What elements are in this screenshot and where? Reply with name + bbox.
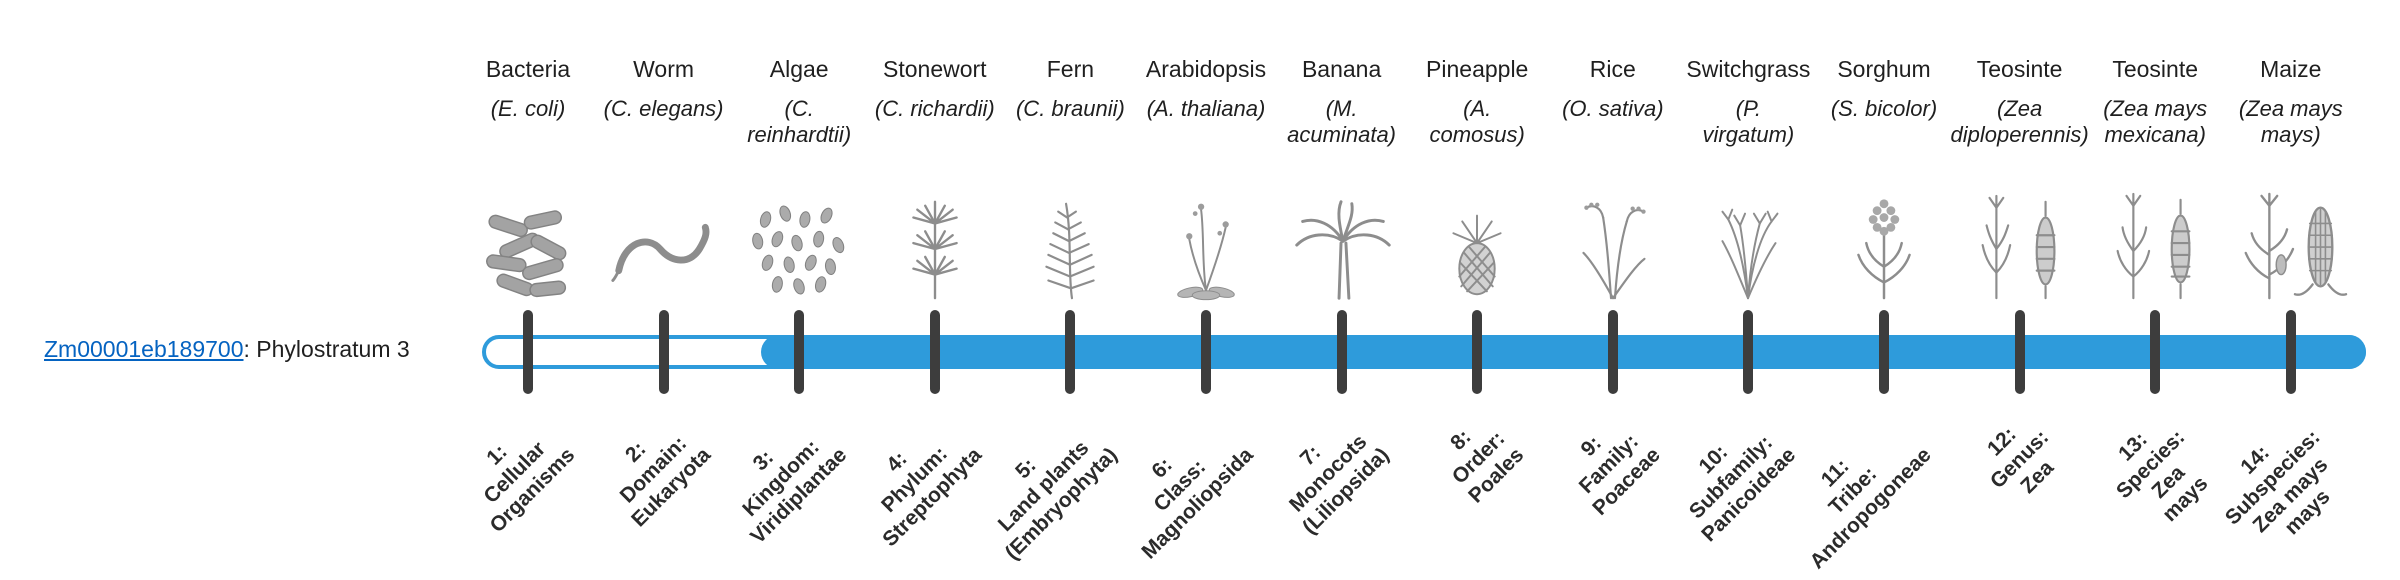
organism-scientific-name: (A. comosus) bbox=[1429, 95, 1525, 147]
stratum-header-3: Algae (C. reinhardtii) bbox=[719, 56, 879, 310]
phylostratum-tick-2 bbox=[658, 310, 669, 394]
organism-common-name: Pineapple bbox=[1426, 56, 1529, 82]
phylostratum-label-1: 1: Cellular Organisms bbox=[479, 437, 580, 537]
organism-scientific-name: (C. richardii) bbox=[874, 95, 995, 121]
phylostratum-tick-4 bbox=[929, 310, 940, 394]
stratum-header-13: Teosinte (Zea mays mexicana) bbox=[2075, 56, 2235, 310]
organism-common-name: Teosinte bbox=[2112, 56, 2199, 82]
phylostratum-tick-12 bbox=[2014, 310, 2025, 394]
organism-common-name: Bacteria bbox=[485, 56, 571, 82]
stratum-header-6: Arabidopsis (A. thaliana) bbox=[1126, 56, 1286, 310]
organism-common-name: Stonewort bbox=[883, 56, 987, 82]
organism-common-name: Fern bbox=[1046, 56, 1095, 82]
algae-icon bbox=[719, 190, 879, 308]
organism-common-name: Teosinte bbox=[1976, 56, 2063, 82]
organism-scientific-name: (M. acuminata) bbox=[1287, 95, 1397, 147]
organism-scientific-name: (E. coli) bbox=[490, 95, 566, 121]
timeline-bar-fill bbox=[761, 335, 2366, 369]
organism-scientific-name: (Zea mays mexicana) bbox=[2103, 95, 2208, 147]
rice-icon bbox=[1533, 190, 1693, 308]
stratum-header-2: Worm (C. elegans) bbox=[584, 56, 744, 310]
phylostratum-tick-3 bbox=[794, 310, 805, 394]
stratum-header-5: Fern (C. braunii) bbox=[990, 56, 1150, 310]
arabidopsis-icon bbox=[1126, 190, 1286, 308]
organism-scientific-name: (C. reinhardtii) bbox=[747, 95, 852, 147]
stonewort-icon bbox=[855, 190, 1015, 308]
organism-scientific-name: (O. sativa) bbox=[1562, 95, 1664, 121]
maize-icon bbox=[2211, 190, 2371, 308]
stratum-header-12: Teosinte (Zea diploperennis) bbox=[1940, 56, 2100, 310]
phylostratum-label-14: 14: Subspecies: Zea mays mays bbox=[2220, 425, 2335, 540]
organism-scientific-name: (C. braunii) bbox=[1015, 95, 1125, 121]
phylostratum-tick-14 bbox=[2285, 310, 2296, 394]
gene-link[interactable]: Zm00001eb189700 bbox=[44, 336, 244, 362]
sorghum-icon bbox=[1804, 190, 1964, 308]
organism-common-name: Worm bbox=[633, 56, 695, 82]
phylostratum-label-13: 13: Species: Zea mays bbox=[2111, 425, 2213, 527]
organism-common-name: Maize bbox=[2260, 56, 2322, 82]
phylostratum-tick-7 bbox=[1336, 310, 1347, 394]
organism-common-name: Arabidopsis bbox=[1145, 56, 1267, 82]
teosinte-diplo-icon bbox=[1940, 190, 2100, 308]
stratum-header-1: Bacteria (E. coli) bbox=[448, 56, 608, 310]
organism-common-name: Sorghum bbox=[1837, 56, 1931, 82]
organism-scientific-name: (Zea mays mays) bbox=[2238, 95, 2343, 147]
phylostratum-label-5: 5: Land plants (Embryophyta) bbox=[993, 436, 1122, 565]
organism-scientific-name: (S. bicolor) bbox=[1830, 95, 1938, 121]
bacteria-icon bbox=[448, 190, 608, 308]
stratum-header-14: Maize (Zea mays mays) bbox=[2211, 56, 2371, 310]
organism-scientific-name: (Zea diploperennis) bbox=[1950, 95, 2089, 147]
organism-scientific-name: (A. thaliana) bbox=[1146, 95, 1266, 121]
phylostratum-label-12: 12: Genus: Zea bbox=[1983, 422, 2059, 498]
organism-scientific-name: (C. elegans) bbox=[603, 95, 724, 121]
phylostratum-tick-6 bbox=[1201, 310, 1211, 394]
gene-label: Zm00001eb189700: Phylostratum 3 bbox=[44, 336, 410, 363]
worm-icon bbox=[584, 190, 744, 308]
banana-icon bbox=[1262, 190, 1422, 308]
phylostratum-tick-13 bbox=[2150, 310, 2161, 394]
phylostratum-tick-8 bbox=[1472, 310, 1483, 394]
stratum-header-4: Stonewort (C. richardii) bbox=[855, 56, 1015, 310]
phylostratum-label-9: 9: Family: Poaceae bbox=[1574, 429, 1665, 520]
phylostratum-tick-9 bbox=[1607, 310, 1618, 394]
phylostratum-tick-5 bbox=[1065, 310, 1076, 394]
teosinte-mex-icon bbox=[2075, 190, 2235, 308]
phylostratum-label-2: 2: Domain: Eukaryota bbox=[615, 431, 715, 532]
stratum-header-11: Sorghum (S. bicolor) bbox=[1804, 56, 1964, 310]
organism-common-name: Banana bbox=[1301, 56, 1382, 82]
phylostratum-tick-1 bbox=[523, 310, 533, 394]
phylostratum-label-11: 11: Tribe: Andropogoneae bbox=[1805, 443, 1936, 574]
pineapple-icon bbox=[1397, 190, 1557, 308]
organism-common-name: Rice bbox=[1589, 56, 1636, 82]
phylostratum-text: : Phylostratum 3 bbox=[243, 336, 410, 362]
organism-common-name: Switchgrass bbox=[1686, 56, 1811, 82]
phylostratum-label-7: 7: Monocots (Liliopsida) bbox=[1284, 430, 1393, 539]
organism-common-name: Algae bbox=[769, 56, 829, 82]
organism-scientific-name: (P. virgatum) bbox=[1702, 95, 1795, 147]
phylostratum-tick-10 bbox=[1743, 310, 1754, 394]
fern-icon bbox=[990, 190, 1150, 308]
stratum-header-8: Pineapple (A. comosus) bbox=[1397, 56, 1557, 310]
stratum-header-7: Banana (M. acuminata) bbox=[1262, 56, 1422, 310]
phylostratum-label-4: 4: Phylum: Streptophyta bbox=[877, 442, 987, 551]
phylostratum-tick-11 bbox=[1879, 310, 1889, 394]
phylostratum-label-3: 3: Kingdom: Viridiplantae bbox=[737, 435, 851, 549]
switchgrass-icon bbox=[1668, 190, 1828, 308]
stratum-header-9: Rice (O. sativa) bbox=[1533, 56, 1693, 310]
phylostratum-label-8: 8: Order: Poales bbox=[1446, 425, 1529, 508]
stratum-header-10: Switchgrass (P. virgatum) bbox=[1668, 56, 1828, 310]
phylostratum-label-6: 6: Class: Magnoliopsida bbox=[1137, 443, 1258, 564]
